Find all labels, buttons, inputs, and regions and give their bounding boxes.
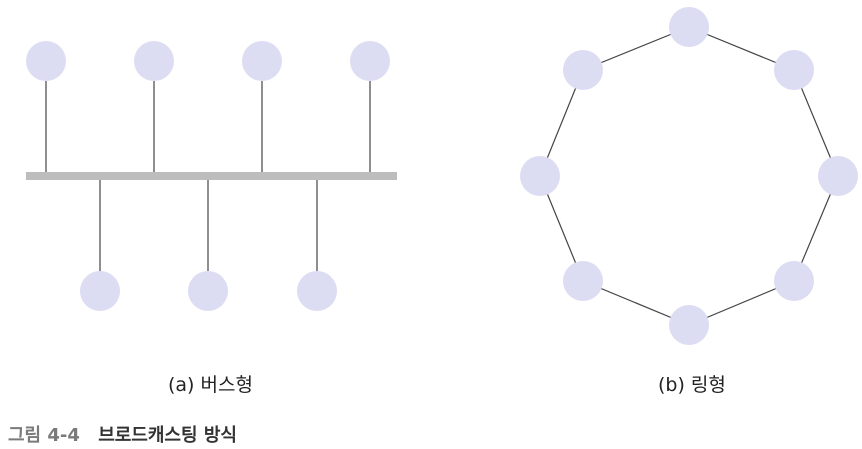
ring-node-5 <box>669 305 709 345</box>
ring-node-1 <box>669 7 709 47</box>
bus-topology-label: (a) 버스형 <box>168 374 253 396</box>
figure-caption: 그림 4-4 브로드캐스팅 방식 <box>8 421 237 447</box>
ring-topology <box>520 7 858 345</box>
ring-node-3 <box>818 156 858 196</box>
figure-number: 그림 4-4 <box>8 425 80 446</box>
bus-node-bottom-1 <box>80 271 120 311</box>
bus-node-top-4 <box>350 41 390 81</box>
ring-node-7 <box>520 156 560 196</box>
bus-node-top-2 <box>134 41 174 81</box>
bus-node-bottom-3 <box>297 271 337 311</box>
bus-node-top-3 <box>242 41 282 81</box>
bus-topology <box>26 41 397 311</box>
bus-node-top-1 <box>26 41 66 81</box>
ring-node-4 <box>774 261 814 301</box>
ring-node-2 <box>774 50 814 90</box>
figure-title: 브로드캐스팅 방식 <box>98 425 237 446</box>
ring-topology-label: (b) 링형 <box>658 374 726 396</box>
ring-node-6 <box>563 261 603 301</box>
ring-node-8 <box>563 50 603 90</box>
bus-node-bottom-2 <box>188 271 228 311</box>
